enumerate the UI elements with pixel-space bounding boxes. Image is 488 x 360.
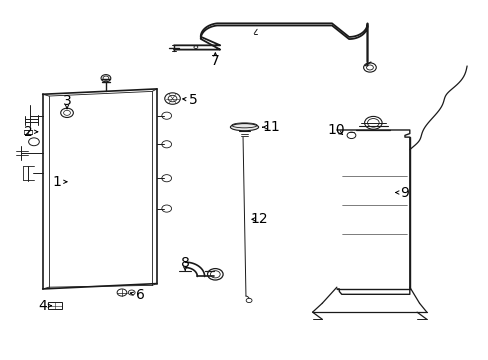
Text: 1: 1 [53,175,61,189]
Text: 5: 5 [189,93,198,107]
Text: 11: 11 [262,120,280,134]
Text: 7: 7 [210,54,219,68]
Ellipse shape [230,123,258,131]
Text: 4: 4 [38,299,47,313]
Text: 8: 8 [181,256,189,270]
Text: 10: 10 [326,123,344,137]
Text: 9: 9 [400,185,408,199]
Text: 2: 2 [24,125,32,139]
Text: 3: 3 [62,94,71,108]
Text: 6: 6 [135,288,144,302]
Text: 12: 12 [250,212,267,226]
Bar [48,302,61,309]
